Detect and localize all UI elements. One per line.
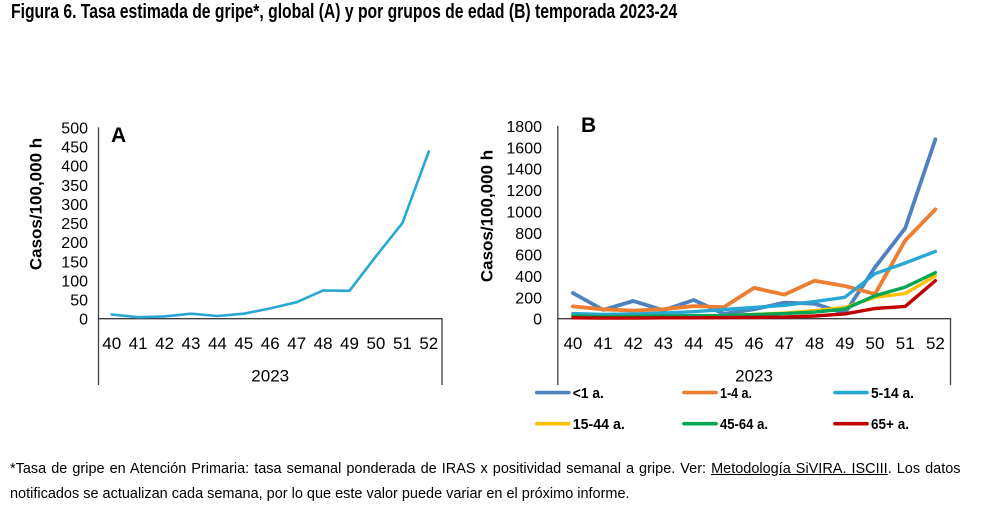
svg-text:40: 40 <box>563 334 582 353</box>
svg-text:43: 43 <box>182 334 201 353</box>
svg-text:2023: 2023 <box>251 366 289 385</box>
svg-text:41: 41 <box>594 334 613 353</box>
svg-text:250: 250 <box>61 216 88 233</box>
svg-text:44: 44 <box>684 334 703 353</box>
svg-text:50: 50 <box>366 334 385 353</box>
svg-text:49: 49 <box>835 334 854 353</box>
svg-text:350: 350 <box>61 178 88 195</box>
svg-text:65+ a.: 65+ a. <box>871 416 909 433</box>
svg-text:2023: 2023 <box>735 366 773 385</box>
svg-text:500: 500 <box>61 120 88 137</box>
svg-text:450: 450 <box>61 140 88 157</box>
svg-text:1600: 1600 <box>506 140 542 157</box>
svg-text:45: 45 <box>714 334 733 353</box>
svg-text:A: A <box>111 124 126 147</box>
svg-text:100: 100 <box>61 273 88 290</box>
svg-text:50: 50 <box>70 293 88 310</box>
svg-text:51: 51 <box>393 334 412 353</box>
svg-text:<1 a.: <1 a. <box>573 385 604 402</box>
svg-text:1000: 1000 <box>506 205 542 222</box>
svg-text:400: 400 <box>61 159 88 176</box>
svg-text:800: 800 <box>515 226 542 243</box>
svg-text:45-64 a.: 45-64 a. <box>720 416 768 433</box>
svg-text:200: 200 <box>61 235 88 252</box>
svg-text:B: B <box>581 114 596 137</box>
svg-text:15-44 a.: 15-44 a. <box>573 416 625 433</box>
svg-text:0: 0 <box>533 312 542 329</box>
svg-text:300: 300 <box>61 197 88 214</box>
svg-text:49: 49 <box>340 334 359 353</box>
svg-text:48: 48 <box>805 334 824 353</box>
svg-text:42: 42 <box>155 334 174 353</box>
svg-text:Casos/100,000 h: Casos/100,000 h <box>27 138 46 270</box>
svg-text:44: 44 <box>208 334 227 353</box>
svg-text:5-14 a.: 5-14 a. <box>871 385 914 402</box>
svg-text:45: 45 <box>234 334 253 353</box>
svg-text:46: 46 <box>261 334 280 353</box>
svg-text:46: 46 <box>745 334 764 353</box>
svg-text:42: 42 <box>624 334 643 353</box>
svg-text:400: 400 <box>515 269 542 286</box>
svg-text:600: 600 <box>515 247 542 264</box>
svg-text:1400: 1400 <box>506 162 542 179</box>
svg-text:52: 52 <box>926 334 945 353</box>
svg-text:1-4 a.: 1-4 a. <box>720 385 752 402</box>
svg-text:Casos/100,000 h: Casos/100,000 h <box>478 150 497 282</box>
svg-text:1800: 1800 <box>506 119 542 136</box>
svg-text:51: 51 <box>896 334 915 353</box>
svg-text:150: 150 <box>61 254 88 271</box>
svg-text:47: 47 <box>287 334 306 353</box>
svg-text:0: 0 <box>79 312 88 329</box>
svg-text:52: 52 <box>419 334 438 353</box>
svg-text:40: 40 <box>102 334 121 353</box>
svg-text:43: 43 <box>654 334 673 353</box>
svg-text:200: 200 <box>515 290 542 307</box>
svg-text:47: 47 <box>775 334 794 353</box>
svg-text:48: 48 <box>314 334 333 353</box>
svg-text:41: 41 <box>129 334 148 353</box>
svg-text:1200: 1200 <box>506 183 542 200</box>
svg-text:50: 50 <box>866 334 885 353</box>
